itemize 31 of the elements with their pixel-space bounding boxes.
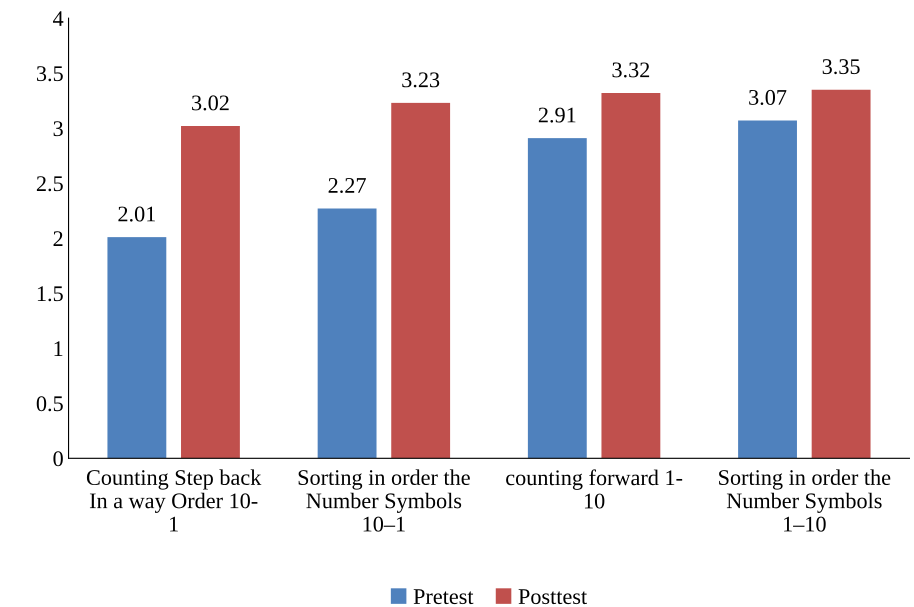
bar <box>391 102 450 458</box>
y-tick-label: 0.5 <box>36 396 63 412</box>
bar <box>107 237 166 458</box>
x-tick-label: Sorting in order the Number Symbols 1–10 <box>719 469 890 532</box>
data-label: 2.01 <box>118 206 155 222</box>
bar <box>181 126 240 458</box>
data-label: 3.07 <box>749 90 786 105</box>
bar <box>528 138 587 458</box>
y-tick-label: 4 <box>53 11 64 26</box>
bar <box>738 120 797 458</box>
y-tick-label: 3 <box>54 121 63 136</box>
data-label: 2.27 <box>328 178 366 194</box>
x-tick-label: Counting Step back In a way Order 10- 1 <box>86 469 262 532</box>
y-tick-label: 3.5 <box>36 66 63 82</box>
y-tick-label: 1.5 <box>38 286 63 302</box>
y-tick-label: 2.5 <box>36 176 63 192</box>
legend-label: Pretest <box>414 589 474 604</box>
y-tick-label: 0 <box>53 451 63 466</box>
data-label: 2.91 <box>538 108 576 123</box>
data-label: 3.23 <box>402 72 440 88</box>
data-label: 3.32 <box>612 62 650 78</box>
legend-label: Posttest <box>518 589 588 604</box>
bar <box>318 208 377 458</box>
y-tick-label: 1 <box>54 341 62 356</box>
bar <box>812 90 871 458</box>
x-tick-label: Sorting in order the Number Symbols 10–1 <box>298 469 470 532</box>
y-tick-label: 2 <box>54 231 62 246</box>
data-label: 3.35 <box>822 59 860 74</box>
bar <box>601 93 660 458</box>
x-tick-label: counting forward 1- 10 <box>506 469 682 509</box>
data-label: 3.02 <box>192 95 229 110</box>
